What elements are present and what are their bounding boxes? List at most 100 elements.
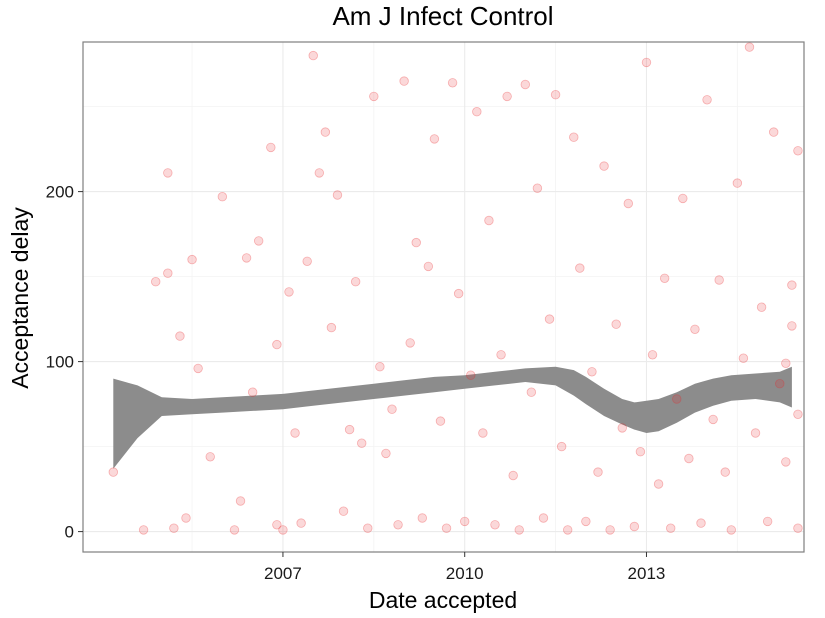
data-point — [526, 387, 537, 397]
data-point — [344, 424, 355, 435]
data-point — [205, 452, 215, 462]
data-point — [193, 363, 203, 374]
data-point — [593, 467, 603, 477]
y-axis-label: Acceptance delay — [7, 207, 33, 389]
data-point — [163, 268, 173, 278]
data-point — [793, 409, 803, 420]
data-point — [338, 506, 349, 516]
data-point — [357, 438, 367, 448]
data-point — [635, 447, 646, 457]
data-point — [623, 198, 633, 209]
data-point — [302, 256, 312, 267]
data-point — [762, 516, 773, 527]
grid-lines — [83, 42, 804, 552]
data-point — [332, 190, 343, 200]
data-point — [750, 428, 761, 438]
data-point — [611, 319, 621, 329]
y-tick-label: 200 — [46, 183, 74, 202]
data-point — [653, 479, 664, 489]
data-point — [569, 132, 579, 142]
y-tick-label: 100 — [46, 353, 74, 372]
data-point — [629, 521, 640, 532]
data-point — [617, 423, 627, 433]
data-point — [556, 441, 567, 452]
data-point — [714, 275, 724, 285]
data-point — [544, 314, 555, 324]
data-point — [381, 448, 391, 459]
data-point — [296, 518, 306, 528]
data-point — [169, 523, 179, 533]
data-point — [429, 134, 440, 144]
x-axis: 2007 2010 2013 — [264, 552, 665, 583]
data-point — [217, 191, 228, 202]
data-point — [369, 91, 379, 102]
data-point — [732, 178, 743, 188]
data-point — [472, 106, 482, 117]
data-point — [241, 253, 252, 263]
data-point — [647, 350, 658, 360]
data-point — [175, 331, 185, 341]
data-point — [229, 525, 240, 535]
data-point — [466, 370, 476, 380]
smooth-band-area — [113, 366, 792, 469]
x-tick-label: 2013 — [628, 564, 666, 583]
data-point — [278, 525, 288, 535]
data-points — [108, 42, 803, 535]
x-tick-label: 2010 — [446, 564, 484, 583]
data-point — [787, 280, 797, 290]
data-point — [187, 254, 197, 265]
data-point — [538, 513, 549, 523]
data-point — [690, 324, 700, 335]
data-point — [659, 273, 670, 284]
data-point — [666, 523, 676, 533]
data-point — [550, 89, 561, 100]
data-point — [696, 518, 706, 528]
data-point — [508, 470, 518, 481]
data-point — [284, 287, 294, 297]
data-point — [447, 78, 458, 88]
data-point — [793, 523, 803, 533]
data-point — [502, 91, 512, 102]
data-point — [387, 404, 397, 414]
data-point — [738, 353, 749, 363]
data-point — [520, 79, 530, 90]
data-point — [247, 387, 258, 397]
data-point — [314, 168, 324, 178]
data-point — [399, 76, 409, 86]
data-point — [769, 127, 779, 137]
x-axis-label: Date accepted — [369, 587, 517, 613]
data-point — [563, 525, 573, 535]
data-point — [254, 236, 264, 246]
data-point — [375, 362, 385, 372]
chart-title: Am J Infect Control — [332, 1, 553, 31]
data-point — [787, 321, 797, 331]
data-point — [720, 467, 730, 477]
data-point — [290, 428, 300, 438]
data-point — [235, 496, 246, 506]
data-point — [417, 513, 427, 523]
data-point — [781, 457, 791, 467]
data-point — [350, 277, 361, 287]
data-point — [605, 525, 615, 535]
plot-panel — [83, 42, 804, 552]
data-point — [266, 142, 276, 153]
data-point — [793, 146, 803, 156]
data-point — [599, 161, 609, 171]
data-point — [484, 215, 494, 226]
data-point — [702, 95, 712, 105]
data-point — [151, 277, 161, 287]
data-point — [308, 50, 318, 61]
data-point — [672, 394, 682, 404]
data-point — [272, 520, 282, 530]
data-point — [181, 513, 191, 523]
data-point — [393, 520, 403, 530]
data-point — [781, 358, 791, 369]
data-point — [460, 516, 470, 527]
data-point — [363, 523, 373, 533]
data-point — [775, 379, 785, 389]
data-point — [581, 516, 591, 527]
y-axis: 0 100 200 — [46, 183, 83, 542]
smooth-confidence-band — [113, 366, 792, 469]
data-point — [272, 339, 282, 350]
